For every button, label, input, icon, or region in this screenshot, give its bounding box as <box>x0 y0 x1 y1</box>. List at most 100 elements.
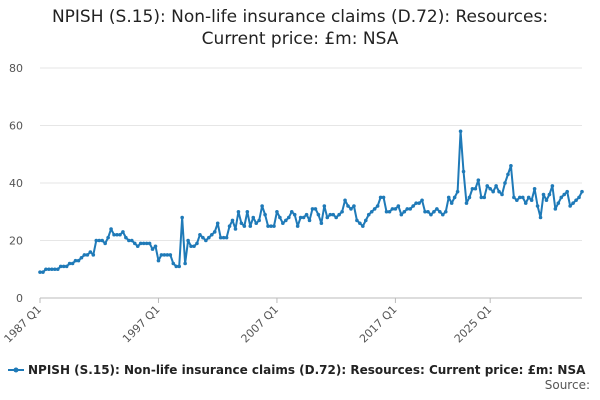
data-point <box>443 209 448 214</box>
legend-swatch <box>8 367 24 373</box>
data-point <box>221 235 226 240</box>
data-point <box>349 207 353 211</box>
data-point <box>254 221 259 226</box>
data-point <box>313 207 318 211</box>
data-point <box>67 261 72 266</box>
data-point <box>488 186 492 191</box>
data-point <box>207 235 211 240</box>
data-point <box>141 241 146 246</box>
data-point <box>248 224 253 228</box>
data-point <box>106 235 110 240</box>
data-point <box>180 215 184 220</box>
data-point <box>547 192 552 197</box>
data-point <box>565 189 569 194</box>
data-point <box>426 209 430 214</box>
data-point <box>135 244 140 249</box>
data-point <box>58 264 63 269</box>
data-point <box>153 244 158 249</box>
data-point <box>278 215 282 220</box>
data-point <box>325 215 330 220</box>
data-point <box>358 221 362 226</box>
data-point <box>550 184 555 188</box>
data-point <box>449 201 454 205</box>
data-point <box>432 209 436 214</box>
data-point <box>251 215 256 220</box>
data-point <box>100 238 104 243</box>
data-point <box>532 186 537 191</box>
data-point <box>464 201 469 205</box>
data-point <box>269 224 273 228</box>
data-point <box>452 195 457 200</box>
data-point <box>423 209 427 214</box>
data-point <box>535 204 540 208</box>
y-tick-label: 0 <box>16 292 23 305</box>
data-point <box>322 204 327 208</box>
data-point <box>396 204 401 208</box>
data-point <box>417 201 421 205</box>
data-point <box>503 181 507 185</box>
data-point <box>372 207 377 211</box>
data-point <box>112 232 116 237</box>
data-point <box>159 253 164 257</box>
data-point <box>355 218 359 223</box>
data-point <box>568 204 572 208</box>
data-point <box>61 264 66 269</box>
data-point <box>559 195 564 200</box>
data-point <box>162 253 167 257</box>
data-point <box>44 267 48 272</box>
data-point <box>381 195 386 200</box>
data-point <box>263 212 267 217</box>
data-point <box>562 192 567 197</box>
data-point <box>82 253 87 257</box>
data-point <box>520 195 525 200</box>
data-point <box>236 209 241 214</box>
data-point <box>130 238 134 243</box>
data-point <box>405 207 410 211</box>
data-point <box>165 253 170 257</box>
x-tick-label: 1997 Q1 <box>120 303 163 346</box>
data-point <box>275 209 279 214</box>
data-point <box>260 204 264 208</box>
data-point <box>420 198 424 203</box>
data-point <box>138 241 143 246</box>
data-point <box>491 189 495 194</box>
grid-lines <box>40 67 582 299</box>
data-point <box>334 215 338 220</box>
data-point <box>127 238 131 243</box>
data-point <box>363 218 368 223</box>
data-point <box>411 204 415 208</box>
data-point <box>124 235 128 240</box>
data-point <box>307 218 312 223</box>
data-point <box>212 230 217 234</box>
data-point <box>473 186 478 191</box>
data-point <box>366 212 371 217</box>
data-point <box>571 201 575 205</box>
data-point <box>479 195 484 200</box>
data-point <box>352 204 356 208</box>
data-point <box>387 209 392 214</box>
data-point <box>384 209 389 214</box>
data-point <box>538 215 543 220</box>
data-point <box>97 238 102 243</box>
data-point <box>361 224 365 228</box>
data-point <box>257 218 261 223</box>
y-tick-label: 80 <box>9 62 23 75</box>
data-point <box>346 204 350 208</box>
data-point <box>518 195 522 200</box>
data-point <box>224 235 229 240</box>
x-tick-label: 2025 Q1 <box>452 303 495 346</box>
legend-label: NPISH (S.15): Non-life insurance claims … <box>28 363 586 377</box>
data-point <box>286 215 291 220</box>
y-tick-label: 40 <box>9 177 23 190</box>
data-point <box>103 241 107 246</box>
data-point <box>292 212 297 217</box>
legend[interactable]: NPISH (S.15): Non-life insurance claims … <box>8 363 585 377</box>
data-point <box>192 244 196 249</box>
data-point <box>526 195 531 200</box>
data-point <box>85 253 90 257</box>
data-point <box>171 261 176 266</box>
data-point <box>147 241 152 246</box>
data-point <box>476 178 481 182</box>
data-point <box>500 192 504 197</box>
